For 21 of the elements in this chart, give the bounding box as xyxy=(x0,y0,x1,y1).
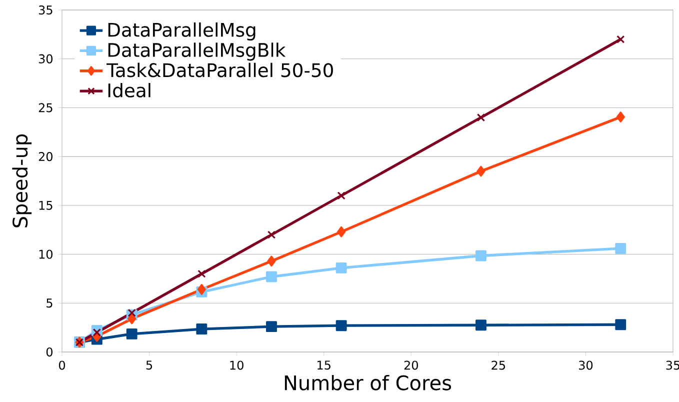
legend-label: DataParallelMsgBlk xyxy=(108,42,286,61)
x-tick-label: 20 xyxy=(404,360,418,370)
y-axis-title: Speed-up xyxy=(12,134,32,228)
x-tick-label: 0 xyxy=(58,360,66,370)
x-tick-label: 5 xyxy=(146,360,152,370)
y-tick-label: 20 xyxy=(38,152,52,162)
x-axis-title: Number of Cores xyxy=(284,374,452,390)
y-tick-label: 30 xyxy=(38,54,52,64)
legend-label: DataParallelMsg xyxy=(108,22,256,41)
y-tick-label: 15 xyxy=(39,200,52,210)
legend-label: Ideal xyxy=(108,82,150,98)
y-tick-label: 5 xyxy=(46,298,52,308)
y-tick-label: 35 xyxy=(38,5,52,15)
x-tick-label: 30 xyxy=(578,360,593,370)
y-tick-label: 0 xyxy=(46,347,52,357)
x-tick-label: 15 xyxy=(318,360,330,370)
y-tick-label: 25 xyxy=(38,103,52,112)
x-tick-label: 10 xyxy=(230,360,244,370)
legend-label: Task&DataParallel 50-50 xyxy=(106,62,333,78)
y-tick-label: 10 xyxy=(39,250,52,259)
x-tick-label: 25 xyxy=(492,360,506,370)
